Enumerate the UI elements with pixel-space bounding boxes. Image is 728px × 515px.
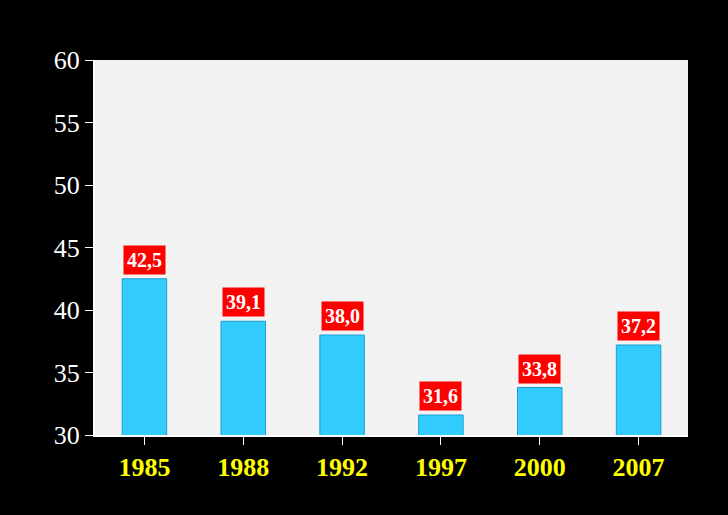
- svg-text:33,8: 33,8: [522, 358, 557, 380]
- svg-text:37,2: 37,2: [621, 315, 656, 337]
- svg-text:40: 40: [54, 296, 80, 325]
- svg-text:50: 50: [54, 171, 80, 200]
- svg-text:35: 35: [54, 359, 80, 388]
- svg-text:55: 55: [54, 109, 80, 138]
- svg-text:30: 30: [54, 421, 80, 450]
- svg-text:45: 45: [54, 234, 80, 263]
- svg-text:60: 60: [54, 46, 80, 75]
- svg-text:42,5: 42,5: [127, 249, 162, 271]
- svg-text:2000: 2000: [514, 453, 566, 482]
- svg-text:2007: 2007: [613, 453, 665, 482]
- svg-text:1985: 1985: [118, 453, 170, 482]
- svg-text:1997: 1997: [415, 453, 467, 482]
- svg-text:39,1: 39,1: [226, 291, 261, 313]
- svg-text:31,6: 31,6: [423, 385, 458, 407]
- svg-text:1988: 1988: [217, 453, 269, 482]
- svg-text:1992: 1992: [316, 453, 368, 482]
- svg-text:38,0: 38,0: [325, 305, 360, 327]
